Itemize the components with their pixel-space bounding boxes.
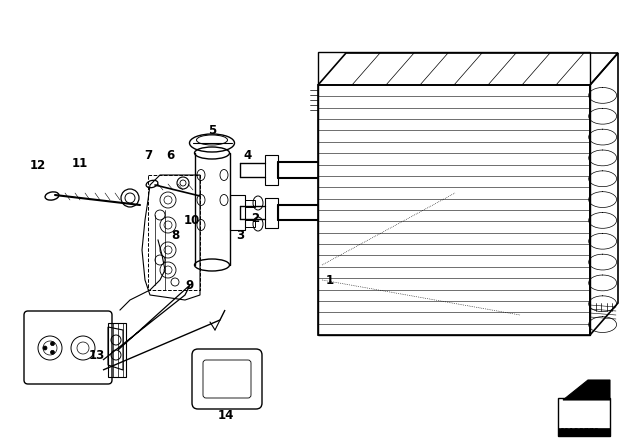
Text: 8: 8 — [171, 228, 179, 241]
Circle shape — [51, 342, 54, 346]
Text: 7: 7 — [144, 148, 152, 161]
Circle shape — [43, 346, 47, 350]
Text: 14: 14 — [218, 409, 234, 422]
Circle shape — [51, 350, 54, 354]
Text: 12: 12 — [30, 159, 46, 172]
Text: 11: 11 — [72, 156, 88, 169]
Text: 9: 9 — [186, 279, 194, 292]
FancyBboxPatch shape — [192, 349, 262, 409]
Text: 2: 2 — [251, 211, 259, 224]
Text: 1: 1 — [326, 273, 334, 287]
Text: 3: 3 — [236, 228, 244, 241]
Text: 10: 10 — [184, 214, 200, 227]
Bar — [558, 398, 610, 436]
Bar — [558, 428, 610, 436]
Text: 5: 5 — [208, 124, 216, 137]
FancyBboxPatch shape — [24, 311, 112, 384]
Text: 4: 4 — [244, 148, 252, 161]
Text: 6: 6 — [166, 148, 174, 161]
Text: 13: 13 — [89, 349, 105, 362]
Polygon shape — [563, 380, 610, 400]
Text: 00123779: 00123779 — [560, 427, 600, 436]
FancyBboxPatch shape — [203, 360, 251, 398]
